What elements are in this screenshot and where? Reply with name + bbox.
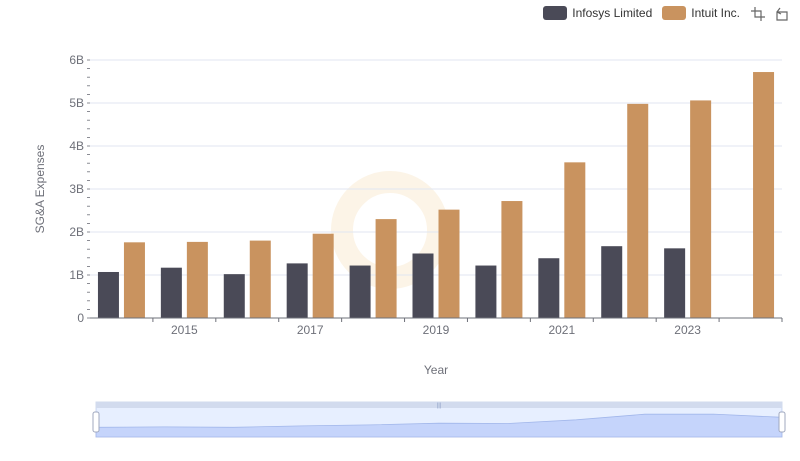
bar-infosys-2022[interactable] bbox=[601, 246, 623, 318]
bar-infosys-2021[interactable] bbox=[538, 258, 560, 318]
y-tick-label: 1B bbox=[69, 268, 84, 282]
zoom-preview-area bbox=[95, 413, 783, 438]
bar-infosys-2018[interactable] bbox=[349, 265, 371, 318]
bar-intuit-2021[interactable] bbox=[564, 162, 586, 318]
bar-intuit-2023[interactable] bbox=[690, 100, 712, 318]
bar-intuit-2017[interactable] bbox=[312, 233, 334, 318]
y-tick-label: 0 bbox=[77, 311, 84, 325]
zoom-grip-icon[interactable]: ||| bbox=[437, 403, 442, 409]
data-zoom-slider[interactable]: ||| bbox=[92, 401, 786, 438]
bar-intuit-2024[interactable] bbox=[753, 72, 775, 318]
y-tick-label: 6B bbox=[69, 53, 84, 67]
legend-label-infosys: Infosys Limited bbox=[572, 6, 653, 20]
x-tick-label: 2023 bbox=[674, 323, 701, 337]
x-tick-label: 2017 bbox=[297, 323, 324, 337]
y-tick-label: 4B bbox=[69, 139, 84, 153]
bars-group bbox=[97, 72, 783, 322]
x-tick-label: 2019 bbox=[423, 323, 450, 337]
reset-icon[interactable] bbox=[774, 6, 790, 22]
zoom-handle-left[interactable] bbox=[92, 411, 100, 433]
y-tick-label: 3B bbox=[69, 182, 84, 196]
x-tick-label: 2021 bbox=[548, 323, 575, 337]
bar-infosys-2016[interactable] bbox=[223, 274, 245, 318]
bar-intuit-2016[interactable] bbox=[249, 240, 271, 318]
y-tick-label: 5B bbox=[69, 96, 84, 110]
legend-swatch-intuit bbox=[662, 6, 687, 20]
bar-infosys-2020[interactable] bbox=[475, 265, 497, 318]
chart-legend: Infosys Limited Intuit Inc. bbox=[543, 4, 740, 22]
bar-infosys-2019[interactable] bbox=[412, 253, 434, 319]
y-axis-title: SG&A Expenses bbox=[33, 145, 47, 234]
bar-intuit-2018[interactable] bbox=[375, 219, 397, 318]
bar-infosys-2017[interactable] bbox=[286, 263, 308, 318]
legend-swatch-infosys bbox=[543, 6, 568, 20]
y-minor-ticks bbox=[87, 59, 90, 319]
bar-intuit-2020[interactable] bbox=[501, 201, 523, 318]
bar-intuit-2019[interactable] bbox=[438, 209, 460, 318]
bar-intuit-2015[interactable] bbox=[186, 241, 208, 318]
y-tick-labels: 0 1B 2B 3B 4B 5B 6B bbox=[69, 53, 84, 325]
bar-infosys-2023[interactable] bbox=[664, 248, 686, 318]
bar-infosys-2014[interactable] bbox=[97, 271, 119, 318]
bar-infosys-2015[interactable] bbox=[160, 267, 182, 318]
zoom-move-bar[interactable] bbox=[96, 402, 782, 408]
y-tick-label: 2B bbox=[69, 225, 84, 239]
bar-intuit-2022[interactable] bbox=[627, 103, 649, 318]
chart-toolbox bbox=[750, 6, 790, 22]
x-axis-title: Year bbox=[424, 363, 448, 377]
legend-item-intuit[interactable]: Intuit Inc. bbox=[662, 6, 740, 20]
bar-intuit-2014[interactable] bbox=[123, 242, 145, 318]
zoom-handle-right[interactable] bbox=[778, 411, 786, 433]
x-tick-labels: 2015 2017 2019 2021 2023 bbox=[171, 323, 701, 337]
x-tick-label: 2015 bbox=[171, 323, 198, 337]
zoom-icon[interactable] bbox=[750, 6, 766, 22]
legend-item-infosys[interactable]: Infosys Limited bbox=[543, 6, 652, 20]
legend-label-intuit: Intuit Inc. bbox=[691, 6, 740, 20]
